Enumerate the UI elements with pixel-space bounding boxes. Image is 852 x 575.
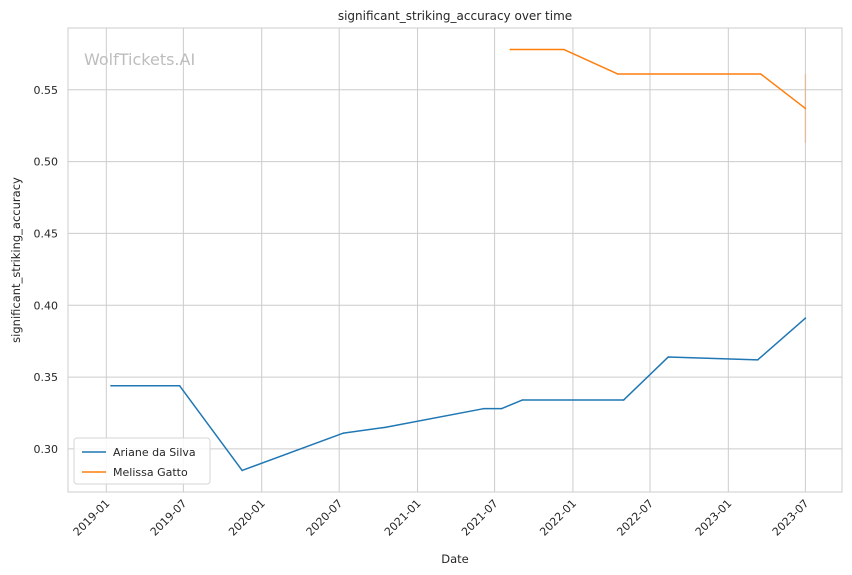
data-point-ariane-da-silva [500, 407, 503, 410]
plot-area [67, 27, 843, 493]
data-point-ariane-da-silva [342, 432, 345, 434]
grid [68, 28, 842, 492]
data-point-melissa-gatto [616, 73, 619, 75]
legend-box [73, 437, 211, 485]
data-point-ariane-da-silva [521, 399, 524, 401]
y-tick-label: 0.35 [34, 371, 59, 384]
y-tick-label: 0.50 [34, 156, 59, 169]
data-point-ariane-da-silva [804, 317, 807, 319]
legend-label: Ariane da Silva [113, 446, 196, 459]
legend-label: Melissa Gatto [113, 466, 188, 479]
y-tick-label: 0.55 [34, 84, 59, 97]
data-point-ariane-da-silva [110, 384, 112, 387]
chart-title: significant_striking_accuracy over time [338, 9, 572, 23]
data-point-ariane-da-silva [241, 469, 243, 472]
data-point-ariane-da-silva [178, 384, 181, 387]
data-point-melissa-gatto [509, 48, 512, 51]
x-axis-label: Date [441, 552, 469, 566]
data-point-melissa-gatto [759, 73, 762, 75]
y-axis-ticks: 0.30 0.35 0.40 0.45 0.50 0.55 [34, 84, 59, 456]
data-point-ariane-da-silva [384, 426, 386, 429]
data-point-ariane-da-silva [667, 356, 670, 358]
data-point-melissa-gatto [804, 107, 807, 110]
y-tick-label: 0.45 [34, 227, 59, 240]
series-line-ariane-da-silva [110, 317, 807, 472]
y-tick-label: 0.40 [34, 299, 59, 312]
series-layer [110, 48, 807, 472]
data-point-ariane-da-silva [482, 407, 485, 410]
legend: Ariane da Silva Melissa Gatto [73, 437, 211, 485]
watermark: WolfTickets.AI [84, 50, 195, 69]
y-axis-label: significant_striking_accuracy [9, 177, 23, 343]
data-point-ariane-da-silva [756, 359, 759, 361]
data-point-ariane-da-silva [622, 399, 625, 401]
data-point-melissa-gatto [563, 48, 565, 51]
y-tick-label: 0.30 [34, 443, 59, 456]
